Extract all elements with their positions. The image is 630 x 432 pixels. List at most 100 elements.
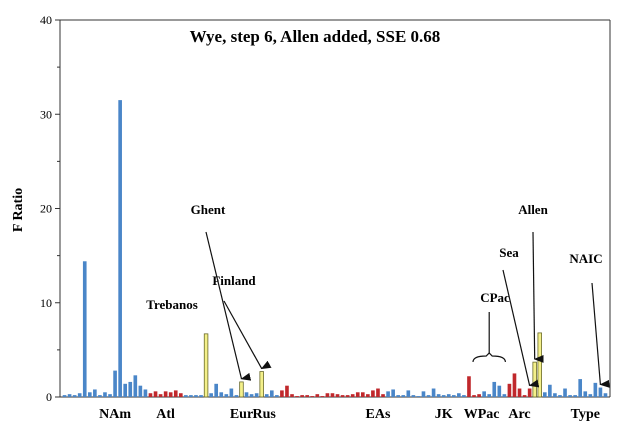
- bar: [209, 393, 213, 397]
- bar: [411, 395, 416, 397]
- group-label: NAm: [99, 407, 131, 422]
- bar: [497, 385, 502, 397]
- bar: [158, 394, 163, 397]
- bar: [446, 394, 451, 397]
- bar: [269, 390, 274, 397]
- bar: [477, 394, 481, 397]
- group-label: WPac: [464, 407, 500, 422]
- bar: [421, 391, 426, 397]
- bar: [72, 395, 77, 397]
- bar: [360, 392, 365, 397]
- bar: [487, 394, 492, 397]
- annotation-label: Allen: [518, 202, 548, 217]
- annotation-arrow: [223, 300, 272, 370]
- bar: [224, 394, 229, 397]
- bar: [573, 395, 577, 397]
- bar: [275, 395, 279, 397]
- bar: [431, 388, 436, 397]
- annotation-arrow: [205, 231, 252, 381]
- bar: [249, 394, 254, 397]
- bar: [229, 388, 234, 397]
- bar: [345, 395, 350, 397]
- bar: [128, 381, 133, 397]
- bar: [184, 395, 188, 397]
- bar: [315, 394, 320, 397]
- bar: [416, 396, 421, 397]
- bar: [189, 395, 193, 397]
- annotation-arrow: [532, 231, 544, 363]
- annotation-bracket: [472, 352, 506, 363]
- group-label: Arc: [508, 407, 530, 422]
- bar: [178, 393, 183, 397]
- bar: [366, 394, 370, 397]
- bar: [234, 395, 239, 397]
- bar: [98, 395, 102, 397]
- bar: [264, 394, 269, 397]
- bar: [401, 395, 406, 397]
- bar: [376, 388, 380, 397]
- bar: [285, 385, 289, 397]
- bar: [62, 395, 67, 397]
- bar: [148, 393, 153, 397]
- bar: [492, 381, 497, 397]
- bar: [108, 394, 112, 397]
- bar: [462, 395, 466, 397]
- bar: [563, 388, 567, 397]
- bar: [396, 395, 401, 397]
- bar: [598, 387, 603, 397]
- group-label: Rus: [253, 407, 277, 422]
- annotation-label: NAIC: [569, 251, 602, 266]
- bar: [527, 388, 532, 397]
- bar: [436, 394, 441, 397]
- bar: [482, 391, 486, 397]
- bar: [542, 392, 547, 397]
- annotation-label: Ghent: [191, 202, 226, 217]
- bar: [113, 370, 117, 397]
- bar: [118, 100, 122, 398]
- bar: [168, 392, 173, 397]
- bar: [133, 375, 138, 397]
- bar: [123, 383, 128, 397]
- bar: [93, 389, 97, 397]
- group-label: Type: [571, 407, 600, 422]
- annotation-label: Sea: [499, 245, 519, 260]
- group-label: Eur: [230, 407, 253, 422]
- bar: [219, 392, 224, 397]
- group-label: JK: [435, 407, 453, 422]
- bar: [330, 393, 335, 397]
- bar: [502, 394, 507, 397]
- bar: [548, 384, 552, 397]
- y-tick-label: 10: [40, 296, 52, 310]
- bar: [406, 390, 411, 397]
- bar: [335, 394, 340, 397]
- bar: [467, 376, 471, 397]
- bar: [512, 373, 517, 397]
- y-axis-label: F Ratio: [11, 188, 26, 232]
- group-labels: NAm Atl Eur Rus EAs JK WPac Arc Type: [99, 407, 600, 422]
- bar: [153, 391, 158, 397]
- bar: [290, 394, 294, 397]
- bar: [568, 395, 572, 397]
- bar: [138, 385, 143, 397]
- bar: [194, 395, 198, 397]
- bar: [254, 393, 259, 397]
- group-label: EAs: [366, 407, 391, 422]
- bar: [441, 395, 446, 397]
- bar: [593, 382, 598, 397]
- bar: [507, 383, 512, 397]
- bar: [259, 371, 264, 398]
- group-label: Atl: [156, 407, 175, 422]
- chart-title: Wye, step 6, Allen added, SSE 0.68: [190, 27, 441, 46]
- bars: [62, 100, 608, 398]
- bar: [517, 388, 522, 397]
- bar: [173, 390, 178, 397]
- bar: [537, 332, 542, 398]
- bar: [280, 390, 284, 397]
- annotation-label: CPac: [480, 290, 510, 305]
- y-tick-label: 0: [46, 390, 52, 404]
- annotations: Ghent Finland Trebanos CPac Sea Allen NAIC: [146, 202, 610, 388]
- bar: [588, 394, 593, 397]
- bar: [143, 389, 148, 397]
- bar: [199, 395, 203, 397]
- bar: [381, 394, 385, 397]
